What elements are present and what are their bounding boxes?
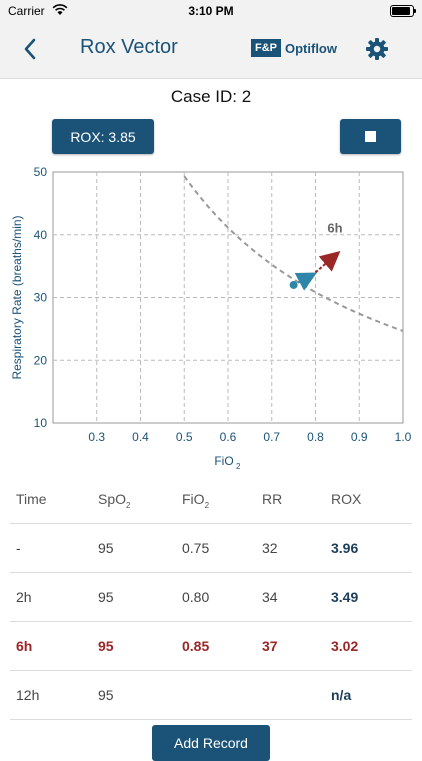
cell-spo2: 95 <box>98 687 114 703</box>
data-point-start <box>289 280 298 289</box>
y-tick-label: 30 <box>34 291 48 305</box>
y-tick-label: 50 <box>34 165 48 179</box>
x-axis-title-sub: 2 <box>236 462 241 471</box>
brand-mark: F&P <box>251 39 281 57</box>
cell-rr: 37 <box>262 638 278 654</box>
back-button[interactable] <box>18 36 44 62</box>
cell-spo2: 95 <box>98 540 114 556</box>
brand-logo: F&P Optiflow <box>251 39 337 57</box>
x-axis-title: FiO <box>214 454 233 468</box>
point-label-6h: 6h <box>327 221 342 236</box>
y-tick-label: 10 <box>34 416 48 430</box>
battery-icon <box>390 5 416 17</box>
rox-curve <box>183 175 404 332</box>
header-rox: ROX <box>331 491 362 507</box>
x-tick-label: 0.4 <box>132 430 149 444</box>
x-tick-label: 0.9 <box>351 430 368 444</box>
gear-icon <box>366 38 388 60</box>
add-record-button[interactable]: Add Record <box>152 725 270 761</box>
case-id-label: Case ID: 2 <box>170 87 252 106</box>
table-header: Time SpO2 FiO2 RR ROX <box>10 475 412 524</box>
header-time: Time <box>16 491 47 507</box>
x-tick-label: 1.0 <box>395 430 412 444</box>
rox-button[interactable]: ROX: 3.85 <box>52 119 154 154</box>
table-row[interactable]: 6h 95 0.85 37 3.02 <box>10 622 412 671</box>
cell-rox: 3.02 <box>331 638 359 654</box>
cell-time: 6h <box>16 638 33 654</box>
carrier-label: Carrier <box>8 4 45 18</box>
cell-rr: 32 <box>262 540 278 556</box>
rox-chart: 0.3 0.4 0.5 0.6 0.7 0.8 0.9 1.0 10 20 30 40 50 6h Resp… <box>0 160 422 480</box>
cell-time: 12h <box>16 687 40 703</box>
cell-time: 2h <box>16 589 32 605</box>
stop-icon <box>365 131 376 142</box>
settings-button[interactable] <box>364 36 390 62</box>
table-row[interactable]: 12h 95 n/a <box>10 671 412 720</box>
cell-fio2: 0.75 <box>182 540 210 556</box>
brand-name: Optiflow <box>285 40 337 56</box>
y-axis-title: Respiratory Rate (breaths/min) <box>10 215 24 379</box>
x-tick-label: 0.8 <box>307 430 324 444</box>
x-tick-label: 0.3 <box>88 430 105 444</box>
cell-spo2: 95 <box>98 589 114 605</box>
cell-fio2: 0.85 <box>182 638 210 654</box>
y-tick-label: 20 <box>34 353 48 367</box>
header-spo2: SpO2 <box>98 491 131 510</box>
vector-segment-1 <box>293 272 318 291</box>
header-fio2: FiO2 <box>182 491 210 510</box>
cell-rox: 3.49 <box>331 589 359 605</box>
cell-fio2: 0.80 <box>182 589 210 605</box>
cell-rr: 34 <box>262 589 278 605</box>
wifi-icon <box>52 3 68 21</box>
stop-button[interactable] <box>340 119 401 154</box>
page-title: Rox Vector <box>80 36 178 58</box>
table-row[interactable]: - 95 0.75 32 3.96 <box>10 524 412 573</box>
records-table: Time SpO2 FiO2 RR ROX - 95 0.75 32 3.96 … <box>10 475 412 720</box>
chevron-left-icon <box>24 38 36 60</box>
x-tick-label: 0.7 <box>263 430 280 444</box>
rox-chart-svg: 0.3 0.4 0.5 0.6 0.7 0.8 0.9 1.0 10 20 30 40 50 6h Resp… <box>10 165 412 471</box>
cell-rox: 3.96 <box>331 540 359 556</box>
header-rr: RR <box>262 491 283 507</box>
cell-time: - <box>16 540 21 556</box>
x-tick-label: 0.6 <box>220 430 237 444</box>
x-tick-label: 0.5 <box>176 430 193 444</box>
y-tick-label: 40 <box>34 228 48 242</box>
nav-bar: Rox Vector F&P Optiflow <box>0 22 422 79</box>
table-row[interactable]: 2h 95 0.80 34 3.49 <box>10 573 412 622</box>
status-bar: Carrier 3:10 PM <box>0 0 422 22</box>
cell-spo2: 95 <box>98 638 114 654</box>
vector-segment-2 <box>314 250 341 274</box>
cell-rox: n/a <box>331 687 352 703</box>
clock: 3:10 PM <box>188 4 234 18</box>
